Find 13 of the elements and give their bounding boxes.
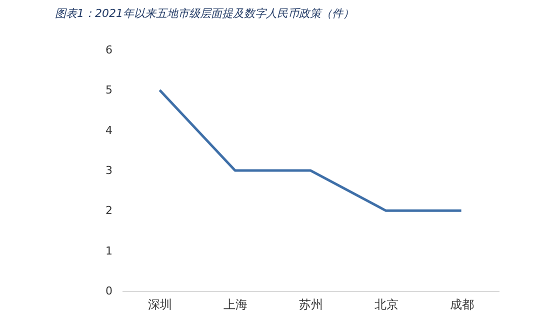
y-tick-label: 6 xyxy=(106,44,112,56)
x-tick-label: 上海 xyxy=(224,298,248,312)
y-tick-label: 1 xyxy=(106,244,112,258)
chart-title: 图表1：2021年以来五地市级层面提及数字人民币政策（件） xyxy=(55,7,354,20)
y-tick-label: 4 xyxy=(106,124,112,137)
y-tick-label: 0 xyxy=(106,284,112,298)
y-tick-label: 5 xyxy=(106,84,112,97)
y-tick-label: 3 xyxy=(106,164,112,177)
y-tick-label: 2 xyxy=(106,204,112,218)
x-tick-label: 深圳 xyxy=(148,298,172,312)
x-tick-label: 成都 xyxy=(450,298,474,312)
x-tick-label: 北京 xyxy=(374,298,398,312)
x-tick-label: 苏州 xyxy=(299,298,323,312)
